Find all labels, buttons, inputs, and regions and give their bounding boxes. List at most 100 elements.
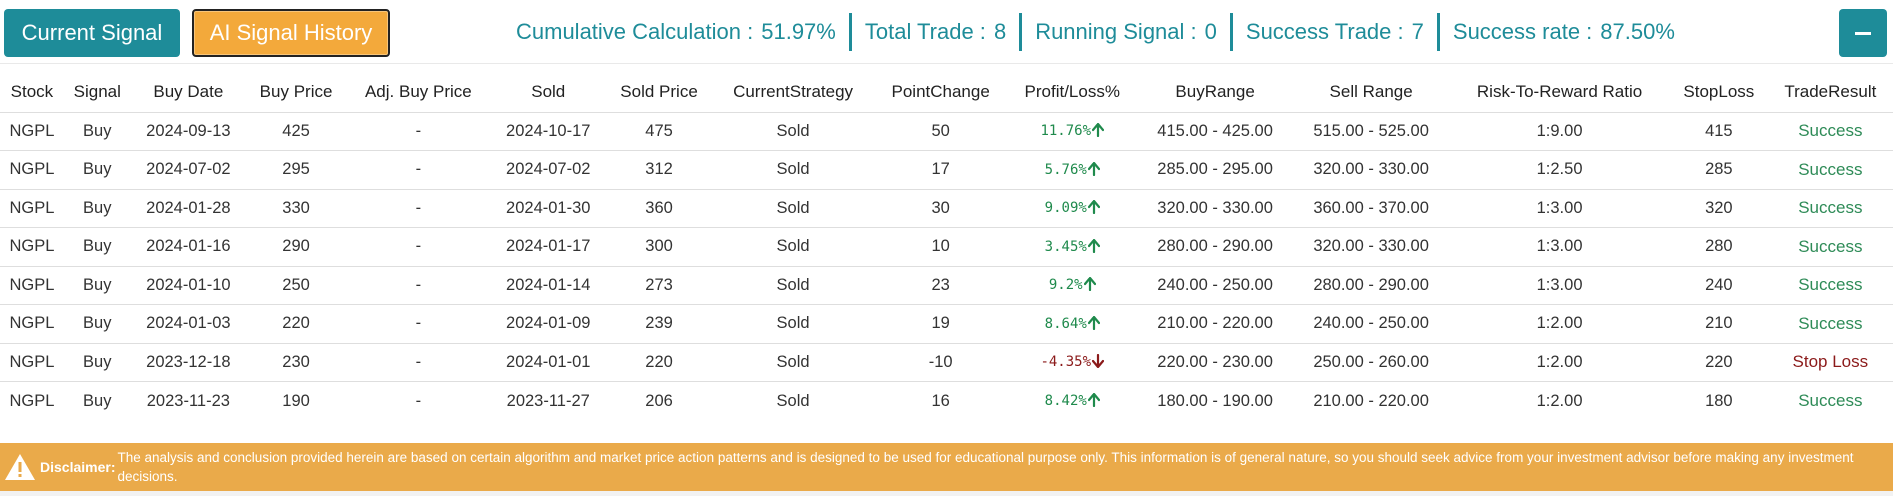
profit-loss-value: 11.76% — [1040, 123, 1092, 140]
cell-point-change: 10 — [873, 227, 1008, 266]
cell-trade-result: Success — [1767, 304, 1893, 343]
cell-current-strategy: Sold — [712, 265, 874, 305]
table-row: NGPL Buy 2024-01-10 250-2024-01-14 273 Sold 23… — [0, 265, 1893, 305]
column-header-point-change: PointChange — [891, 81, 990, 101]
cell-trade-result: Success — [1767, 111, 1893, 151]
ai-signal-history-button[interactable]: AI Signal History — [192, 9, 390, 57]
cell-sold: 2024-01-30 — [490, 188, 606, 228]
cell-stock: NGPL — [0, 304, 64, 343]
cell-buy-price: 190 — [246, 381, 347, 420]
minus-icon — [1855, 31, 1871, 35]
cell-buy-range: 240.00 - 250.00 — [1137, 265, 1294, 305]
cell-signal: Buy — [63, 342, 131, 382]
cell-profit-loss: 11.76% — [1007, 111, 1138, 151]
cell-stop-loss: 415 — [1670, 111, 1768, 151]
current-signal-button[interactable]: Current Signal — [4, 9, 180, 57]
cell-buy-date: 2023-12-18 — [130, 342, 246, 382]
cell-trade-result: Success — [1767, 381, 1893, 420]
column-header-current-strategy: CurrentStrategy — [733, 81, 854, 101]
cell-signal: Buy — [63, 188, 131, 228]
stat-label: Total Trade : — [864, 19, 986, 44]
cell-buy-price: 295 — [246, 150, 347, 189]
cell-profit-loss: 9.2% — [1007, 265, 1138, 305]
cell-sold: 2024-01-01 — [490, 342, 606, 382]
cell-point-change: 30 — [873, 188, 1008, 228]
profit-loss-value: 8.42% — [1044, 393, 1087, 409]
cell-risk-to-reward-ratio: 1:2.00 — [1449, 304, 1670, 343]
cell-sold: 2023-11-27 — [490, 381, 606, 420]
cell-adj-buy-price: - — [346, 227, 491, 266]
cell-signal: Buy — [63, 111, 131, 151]
stat-label: Cumulative Calculation : — [516, 19, 754, 44]
cell-current-strategy: Sold — [712, 342, 874, 382]
profit-loss-value: 8.64% — [1044, 315, 1087, 332]
cell-point-change: -10 — [873, 342, 1008, 382]
cell-sold-price: 312 — [605, 150, 713, 189]
cell-sold-price: 220 — [605, 342, 713, 382]
cell-buy-range: 180.00 - 190.00 — [1137, 381, 1294, 420]
divider — [1436, 13, 1440, 51]
arrow-up-icon — [1092, 123, 1105, 138]
cell-stock: NGPL — [0, 227, 64, 266]
arrow-up-icon — [1087, 315, 1100, 330]
cell-adj-buy-price: - — [346, 342, 491, 382]
column-header-sold-price: Sold Price — [620, 81, 698, 101]
cell-profit-loss: 5.76% — [1007, 150, 1138, 189]
cell-signal: Buy — [63, 265, 131, 305]
column-header-buy-range: BuyRange — [1175, 81, 1255, 101]
profit-loss-value: 9.09% — [1044, 200, 1087, 217]
cell-adj-buy-price: - — [346, 111, 491, 151]
cell-sold: 2024-01-17 — [490, 227, 606, 266]
cell-stock: NGPL — [0, 150, 64, 189]
cell-sell-range: 210.00 - 220.00 — [1293, 381, 1450, 420]
profit-loss-value: -4.35% — [1040, 354, 1092, 371]
cell-signal: Buy — [63, 150, 131, 189]
column-header-risk-to-reward-ratio: Risk-To-Reward Ratio — [1476, 81, 1643, 101]
cell-signal: Buy — [63, 304, 131, 343]
collapse-button[interactable] — [1839, 9, 1887, 57]
cell-risk-to-reward-ratio: 1:9.00 — [1449, 111, 1670, 151]
cell-current-strategy: Sold — [712, 381, 874, 420]
divider — [1229, 13, 1233, 51]
column-header-stop-loss: StopLoss — [1683, 81, 1755, 101]
cell-risk-to-reward-ratio: 1:3.00 — [1449, 265, 1670, 305]
cell-current-strategy: Sold — [712, 227, 874, 266]
cell-trade-result: Success — [1767, 150, 1893, 189]
signal-history-table: Stock Signal Buy Date Buy Price Adj. Buy Pri… — [0, 72, 1893, 420]
cell-risk-to-reward-ratio: 1:2.00 — [1449, 381, 1670, 420]
cell-buy-price: 230 — [246, 342, 347, 382]
cell-buy-date: 2024-01-16 — [130, 227, 246, 266]
cell-point-change: 23 — [873, 265, 1008, 305]
stat-value: 8 — [993, 19, 1007, 44]
stat-value: 0 — [1204, 19, 1217, 44]
top-toolbar: Current Signal AI Signal History Cumulat… — [0, 0, 1893, 64]
profit-loss-value: 3.45% — [1044, 238, 1087, 255]
bottom-strip — [0, 491, 1893, 496]
cell-stock: NGPL — [0, 188, 64, 228]
cell-sell-range: 515.00 - 525.00 — [1293, 111, 1450, 151]
cell-sold: 2024-01-09 — [490, 304, 606, 343]
cell-stock: NGPL — [0, 265, 64, 305]
cell-risk-to-reward-ratio: 1:2.50 — [1449, 150, 1670, 189]
cell-risk-to-reward-ratio: 1:3.00 — [1449, 188, 1670, 228]
stat-label: Success Trade : — [1245, 19, 1404, 44]
cell-point-change: 50 — [873, 111, 1008, 151]
table-row: NGPL Buy 2024-01-03 220-2024-01-09 239 Sold 19… — [0, 304, 1893, 343]
cell-buy-date: 2024-07-02 — [130, 150, 246, 189]
column-header-sold: Sold — [531, 81, 566, 101]
cell-trade-result: Success — [1767, 188, 1893, 228]
cell-point-change: 19 — [873, 304, 1008, 343]
cell-sell-range: 320.00 - 330.00 — [1293, 150, 1450, 189]
table-row: NGPL Buy 2024-01-16 290-2024-01-17 300 Sold 10… — [0, 227, 1893, 266]
cell-current-strategy: Sold — [712, 304, 874, 343]
cell-signal: Buy — [63, 227, 131, 266]
profit-loss-value: 9.2% — [1048, 277, 1083, 294]
disclaimer-banner: Disclaimer: The analysis and conclusion … — [0, 443, 1893, 491]
cell-sold-price: 300 — [605, 227, 713, 266]
stat-value: 51.97% — [761, 19, 836, 44]
cell-buy-price: 425 — [246, 111, 347, 151]
stat-success-rate: Success rate : 87.50% — [1440, 19, 1688, 45]
cell-current-strategy: Sold — [712, 150, 874, 189]
cell-buy-date: 2024-01-28 — [130, 188, 246, 228]
cell-stop-loss: 220 — [1670, 342, 1768, 382]
